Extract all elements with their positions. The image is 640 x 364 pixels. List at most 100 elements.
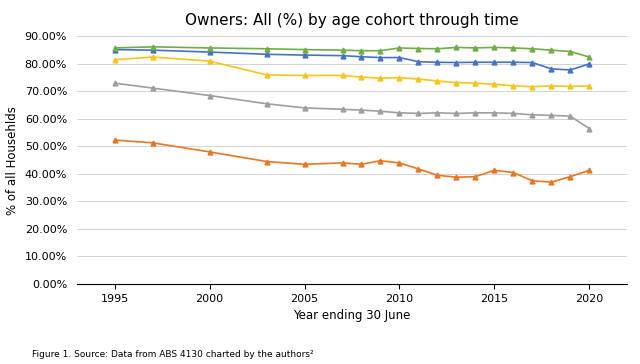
45 to 54	[415, 77, 422, 81]
65 and over	[149, 45, 157, 49]
65 and over	[490, 45, 498, 50]
65 and over	[376, 48, 384, 53]
45 to 54	[509, 84, 517, 88]
35 to 44	[433, 111, 441, 115]
35 to 44	[376, 109, 384, 114]
25 to 34	[490, 168, 498, 173]
25 to 34	[433, 173, 441, 178]
25 to 34	[339, 161, 346, 165]
25 to 34	[452, 175, 460, 179]
Legend: 25 to 34, 35 to 44, 45 to 54, 55 to 64, 65 and over: 25 to 34, 35 to 44, 45 to 54, 55 to 64, …	[148, 363, 556, 364]
45 to 54	[149, 55, 157, 59]
65 and over	[415, 46, 422, 51]
35 to 44	[206, 93, 214, 98]
65 and over	[472, 46, 479, 50]
55 to 64	[263, 52, 271, 56]
Line: 55 to 64: 55 to 64	[113, 47, 591, 72]
25 to 34	[529, 179, 536, 183]
35 to 44	[415, 111, 422, 116]
45 to 54	[433, 79, 441, 83]
65 and over	[339, 48, 346, 52]
65 and over	[509, 46, 517, 50]
25 to 34	[376, 159, 384, 163]
45 to 54	[586, 84, 593, 88]
65 and over	[433, 47, 441, 51]
45 to 54	[566, 84, 574, 89]
35 to 44	[509, 111, 517, 116]
55 to 64	[529, 60, 536, 65]
55 to 64	[149, 48, 157, 52]
45 to 54	[263, 73, 271, 77]
25 to 34	[301, 162, 308, 166]
65 and over	[547, 48, 555, 52]
25 to 34	[149, 141, 157, 145]
55 to 64	[396, 55, 403, 60]
35 to 44	[111, 81, 118, 85]
45 to 54	[452, 80, 460, 85]
55 to 64	[206, 50, 214, 54]
Title: Owners: All (%) by age cohort through time: Owners: All (%) by age cohort through ti…	[185, 13, 519, 28]
Line: 25 to 34: 25 to 34	[113, 138, 591, 185]
45 to 54	[396, 75, 403, 80]
65 and over	[396, 46, 403, 50]
35 to 44	[301, 106, 308, 110]
35 to 44	[452, 111, 460, 116]
25 to 34	[509, 170, 517, 175]
55 to 64	[509, 60, 517, 64]
35 to 44	[396, 111, 403, 115]
55 to 64	[376, 55, 384, 60]
35 to 44	[149, 86, 157, 90]
65 and over	[452, 45, 460, 50]
25 to 34	[586, 168, 593, 173]
65 and over	[529, 47, 536, 51]
25 to 34	[566, 174, 574, 179]
35 to 44	[547, 113, 555, 118]
45 to 54	[472, 81, 479, 85]
35 to 44	[358, 108, 365, 112]
55 to 64	[339, 54, 346, 58]
Y-axis label: % of all Househlds: % of all Househlds	[6, 106, 19, 215]
25 to 34	[472, 174, 479, 179]
35 to 44	[490, 111, 498, 115]
55 to 64	[472, 60, 479, 64]
X-axis label: Year ending 30 June: Year ending 30 June	[293, 309, 411, 322]
Line: 45 to 54: 45 to 54	[113, 55, 591, 89]
55 to 64	[566, 68, 574, 72]
25 to 34	[396, 161, 403, 165]
65 and over	[566, 50, 574, 54]
45 to 54	[111, 58, 118, 62]
25 to 34	[111, 138, 118, 142]
35 to 44	[339, 107, 346, 111]
35 to 44	[566, 114, 574, 118]
Line: 35 to 44: 35 to 44	[113, 81, 591, 131]
25 to 34	[206, 150, 214, 154]
25 to 34	[415, 167, 422, 171]
55 to 64	[111, 47, 118, 52]
35 to 44	[529, 112, 536, 117]
45 to 54	[358, 75, 365, 79]
35 to 44	[263, 102, 271, 106]
35 to 44	[586, 126, 593, 131]
45 to 54	[490, 82, 498, 86]
55 to 64	[415, 60, 422, 64]
45 to 54	[376, 76, 384, 80]
55 to 64	[490, 60, 498, 64]
55 to 64	[433, 60, 441, 64]
65 and over	[111, 46, 118, 50]
55 to 64	[358, 55, 365, 59]
45 to 54	[301, 73, 308, 78]
45 to 54	[529, 84, 536, 89]
65 and over	[358, 48, 365, 53]
25 to 34	[547, 180, 555, 184]
65 and over	[206, 46, 214, 50]
55 to 64	[586, 62, 593, 66]
Text: Figure 1. Source: Data from ABS 4130 charted by the authors²: Figure 1. Source: Data from ABS 4130 cha…	[32, 350, 314, 359]
65 and over	[263, 47, 271, 51]
45 to 54	[206, 59, 214, 63]
55 to 64	[452, 60, 460, 65]
45 to 54	[339, 73, 346, 78]
25 to 34	[358, 162, 365, 166]
45 to 54	[547, 84, 555, 88]
65 and over	[301, 47, 308, 52]
55 to 64	[547, 67, 555, 71]
